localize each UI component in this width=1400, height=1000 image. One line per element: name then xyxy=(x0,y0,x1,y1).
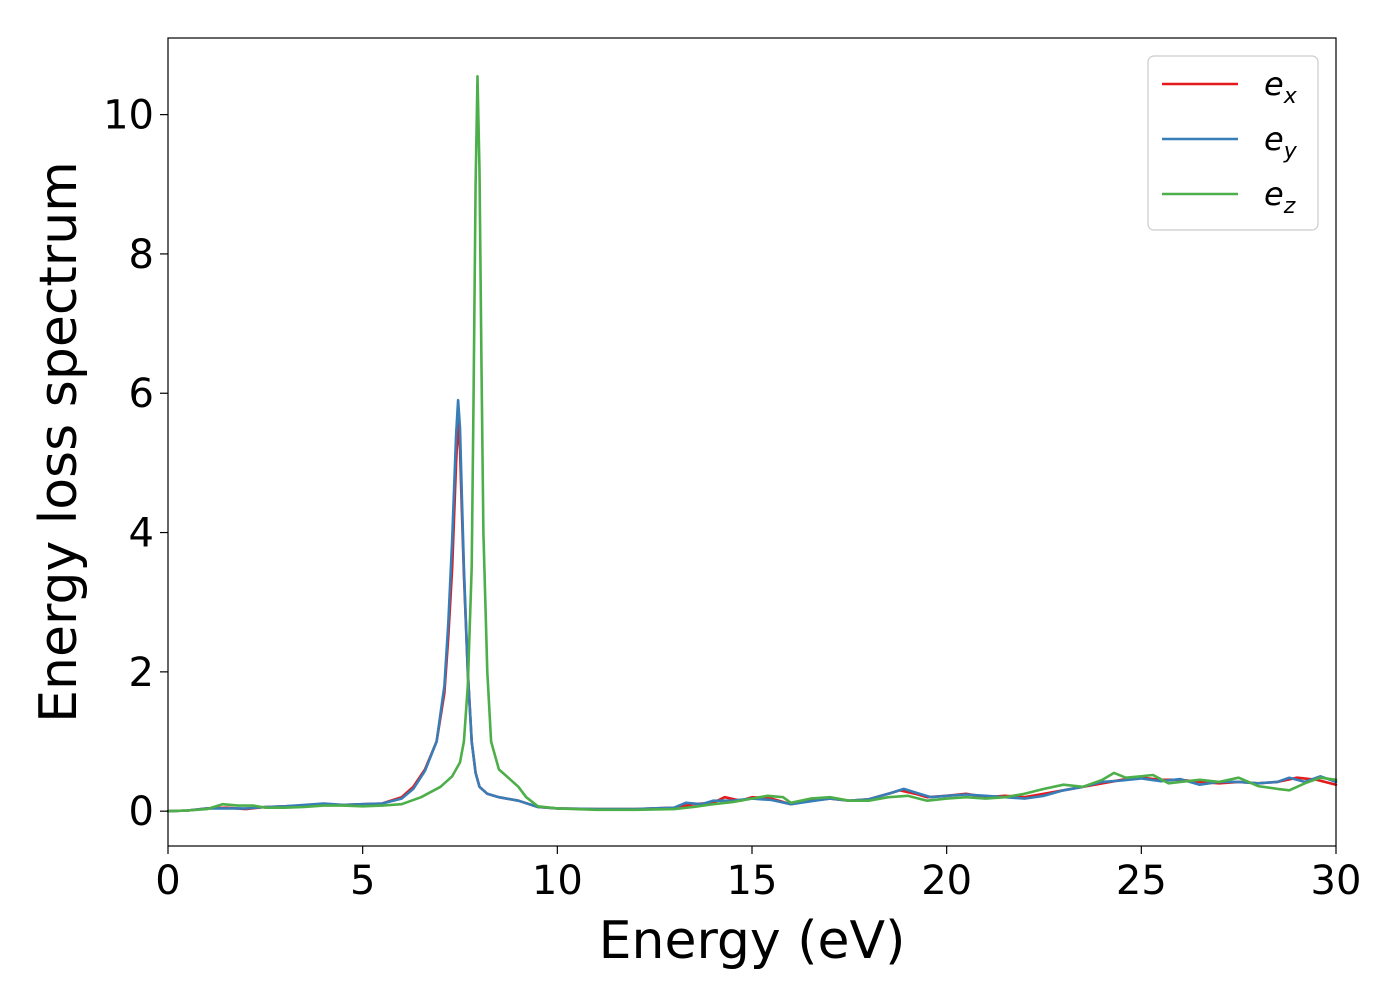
x-axis-ticks: 0 5 10 15 20 25 30 xyxy=(155,846,1361,904)
legend-box xyxy=(1147,55,1319,231)
y-tick-label: 10 xyxy=(103,93,154,139)
x-tick-label: 20 xyxy=(921,858,972,904)
x-axis-label: Energy (eV) xyxy=(599,911,906,971)
y-tick-label: 0 xyxy=(129,789,154,835)
y-axis-ticks: 0 2 4 6 8 10 xyxy=(103,93,168,835)
x-tick-label: 10 xyxy=(532,858,583,904)
x-tick-label: 5 xyxy=(350,858,375,904)
legend-label-y: ey xyxy=(1264,120,1298,164)
legend-label-z: ez xyxy=(1264,175,1296,219)
series-line-x xyxy=(166,419,1338,813)
y-tick-label: 6 xyxy=(129,371,154,417)
x-tick-label: 15 xyxy=(727,858,778,904)
y-tick-label: 2 xyxy=(129,650,154,696)
x-tick-label: 30 xyxy=(1311,858,1362,904)
plot-lines xyxy=(166,75,1338,813)
series-line-z xyxy=(166,75,1338,813)
series-line-y xyxy=(166,398,1338,813)
y-tick-label: 4 xyxy=(129,511,154,557)
y-axis-label: Energy loss spectrum xyxy=(29,161,89,723)
x-tick-label: 25 xyxy=(1116,858,1167,904)
x-tick-label: 0 xyxy=(155,858,180,904)
y-tick-label: 8 xyxy=(129,232,154,278)
legend: ex ey ez xyxy=(1147,55,1319,231)
legend-label-x: ex xyxy=(1264,65,1298,109)
